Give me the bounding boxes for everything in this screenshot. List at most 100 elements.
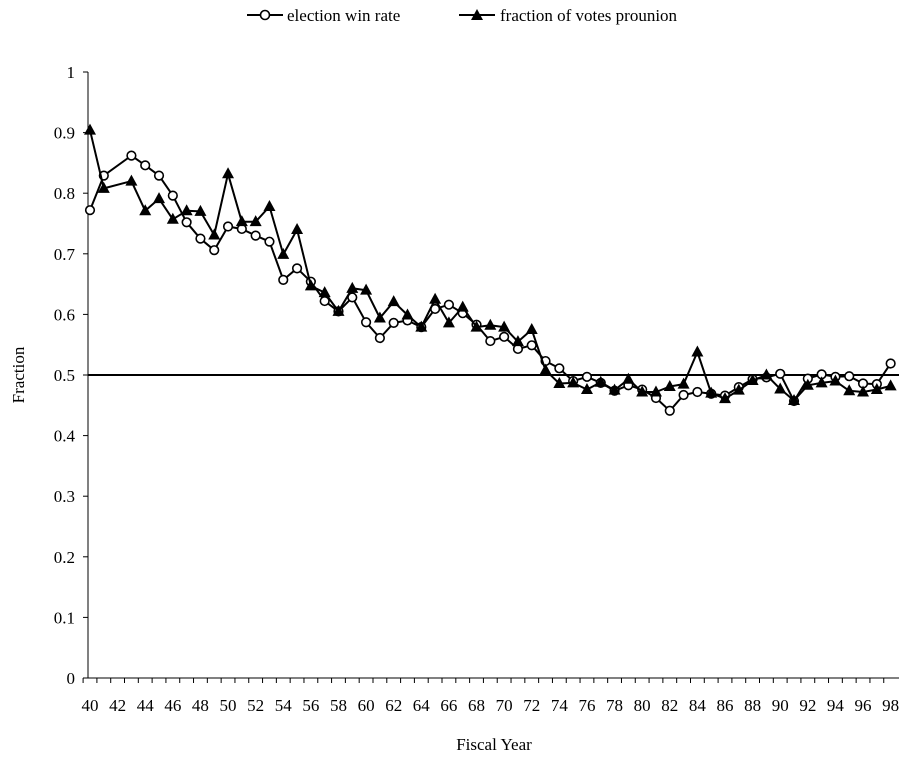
x-tick-label: 58 xyxy=(330,696,347,715)
data-point-election-win-rate xyxy=(250,230,261,241)
data-point-fraction-of-votes-prounion xyxy=(691,345,704,357)
data-point-fraction-of-votes-prounion xyxy=(857,385,870,397)
x-tick-label: 86 xyxy=(716,696,733,715)
x-tick-label: 90 xyxy=(772,696,789,715)
data-point-election-win-rate xyxy=(664,405,675,416)
x-tick-label: 70 xyxy=(496,696,513,715)
x-tick-label: 50 xyxy=(220,696,237,715)
data-point-election-win-rate xyxy=(844,371,855,382)
data-point-fraction-of-votes-prounion xyxy=(815,376,828,388)
data-point-fraction-of-votes-prounion xyxy=(525,323,538,335)
data-point-fraction-of-votes-prounion xyxy=(277,247,290,259)
data-point-election-win-rate xyxy=(153,170,165,181)
y-tick-label: 0.6 xyxy=(54,305,75,324)
x-tick-label: 60 xyxy=(358,696,375,715)
y-tick-label: 0.8 xyxy=(54,184,75,203)
data-point-fraction-of-votes-prounion xyxy=(373,311,386,323)
legend-item-election-win-rate: election win rate xyxy=(247,6,400,25)
x-tick-label: 54 xyxy=(275,696,293,715)
x-tick-label: 44 xyxy=(137,696,155,715)
x-tick-label: 76 xyxy=(578,696,595,715)
data-point-election-win-rate xyxy=(126,150,137,161)
series-layer xyxy=(84,123,897,416)
data-point-election-win-rate xyxy=(209,245,220,256)
data-point-fraction-of-votes-prounion xyxy=(649,385,662,397)
data-point-fraction-of-votes-prounion xyxy=(608,383,621,395)
y-tick-label: 0 xyxy=(67,669,76,688)
data-point-election-win-rate xyxy=(485,335,496,347)
data-point-fraction-of-votes-prounion xyxy=(746,373,759,385)
data-point-fraction-of-votes-prounion xyxy=(401,308,414,320)
data-point-fraction-of-votes-prounion xyxy=(580,383,593,395)
series-line-fraction-of-votes-prounion xyxy=(89,129,891,402)
x-tick-label: 66 xyxy=(440,696,457,715)
data-point-election-win-rate xyxy=(291,263,303,274)
x-tick-label: 64 xyxy=(413,696,431,715)
data-point-fraction-of-votes-prounion xyxy=(166,212,179,224)
y-tick-label: 0.4 xyxy=(54,427,76,446)
data-point-fraction-of-votes-prounion xyxy=(636,385,649,397)
data-point-election-win-rate xyxy=(222,221,234,232)
x-tick-label: 42 xyxy=(109,696,126,715)
data-point-election-win-rate xyxy=(140,160,151,171)
legend-label-fraction-of-votes-prounion: fraction of votes prounion xyxy=(500,6,678,25)
x-tick-label: 48 xyxy=(192,696,209,715)
data-point-fraction-of-votes-prounion xyxy=(346,281,359,293)
x-tick-label: 46 xyxy=(164,696,181,715)
x-tick-label: 84 xyxy=(689,696,707,715)
data-point-fraction-of-votes-prounion xyxy=(829,374,842,386)
data-point-fraction-of-votes-prounion xyxy=(456,300,469,312)
data-point-fraction-of-votes-prounion xyxy=(594,375,607,387)
data-point-fraction-of-votes-prounion xyxy=(511,335,524,347)
y-tick-label: 0.1 xyxy=(54,608,75,627)
data-point-fraction-of-votes-prounion xyxy=(539,363,552,375)
data-point-fraction-of-votes-prounion xyxy=(870,383,883,395)
data-point-fraction-of-votes-prounion xyxy=(360,283,373,295)
x-tick-label: 78 xyxy=(606,696,623,715)
data-point-election-win-rate xyxy=(167,190,178,201)
y-tick-label: 0.7 xyxy=(54,245,76,264)
y-tick-label: 0.5 xyxy=(54,366,75,385)
data-point-fraction-of-votes-prounion xyxy=(84,123,96,135)
data-point-election-win-rate xyxy=(526,340,537,351)
data-point-fraction-of-votes-prounion xyxy=(249,215,262,227)
data-point-election-win-rate xyxy=(885,358,896,369)
data-point-fraction-of-votes-prounion xyxy=(732,383,745,395)
series-fraction-of-votes-prounion xyxy=(84,123,897,405)
data-point-fraction-of-votes-prounion xyxy=(498,320,511,332)
x-tick-label: 52 xyxy=(247,696,264,715)
x-tick-label: 72 xyxy=(523,696,540,715)
data-point-election-win-rate xyxy=(554,363,565,374)
data-point-fraction-of-votes-prounion xyxy=(801,378,814,390)
data-point-election-win-rate xyxy=(181,217,192,228)
data-point-fraction-of-votes-prounion xyxy=(194,204,207,216)
x-tick-label: 56 xyxy=(302,696,319,715)
data-point-fraction-of-votes-prounion xyxy=(139,204,152,216)
legend-item-fraction-of-votes-prounion: fraction of votes prounion xyxy=(459,6,678,25)
data-point-election-win-rate xyxy=(264,236,275,247)
data-point-fraction-of-votes-prounion xyxy=(235,215,248,227)
data-point-fraction-of-votes-prounion xyxy=(760,368,773,380)
data-point-fraction-of-votes-prounion xyxy=(222,167,235,179)
data-point-fraction-of-votes-prounion xyxy=(304,279,317,291)
data-point-fraction-of-votes-prounion xyxy=(718,392,731,404)
legend: election win rate fraction of votes prou… xyxy=(247,6,678,25)
y-axis-title: Fraction xyxy=(9,346,28,403)
data-point-fraction-of-votes-prounion xyxy=(442,316,455,328)
y-axis-ticks: 0 0.1 0.2 0.3 0.4 0.5 0.6 0.7 0.8 0.9 1 xyxy=(54,63,88,688)
data-point-fraction-of-votes-prounion xyxy=(153,192,166,204)
data-point-election-win-rate xyxy=(678,389,689,401)
data-point-fraction-of-votes-prounion xyxy=(332,304,345,316)
data-point-election-win-rate xyxy=(278,274,289,285)
y-tick-label: 0.2 xyxy=(54,548,75,567)
x-tick-label: 92 xyxy=(799,696,816,715)
data-point-fraction-of-votes-prounion xyxy=(97,181,110,193)
data-point-fraction-of-votes-prounion xyxy=(470,320,483,332)
data-point-fraction-of-votes-prounion xyxy=(567,376,580,388)
data-point-fraction-of-votes-prounion xyxy=(677,377,690,389)
data-point-fraction-of-votes-prounion xyxy=(125,174,138,186)
data-point-fraction-of-votes-prounion xyxy=(208,228,221,240)
y-tick-label: 0.9 xyxy=(54,124,75,143)
legend-label-election-win-rate: election win rate xyxy=(287,6,400,25)
